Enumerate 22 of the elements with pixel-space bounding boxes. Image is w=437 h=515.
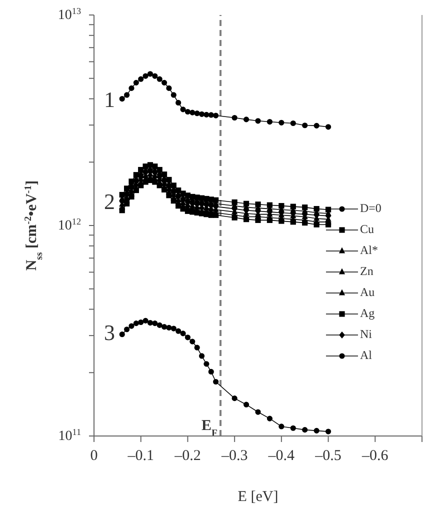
legend-label: Cu [360, 222, 374, 237]
annotation: 1 [104, 87, 115, 112]
x-tick-label: 0 [90, 448, 98, 464]
legend-label: Al [360, 348, 372, 363]
y-tick-label: 10$^{12}$ [58, 216, 82, 234]
legend-label: Ag [360, 306, 375, 321]
y-tick-label: 10$^{13}$ [58, 6, 82, 23]
x-tick-label: –0.6 [361, 448, 389, 464]
legend-label: Al* [360, 243, 378, 258]
x-tick-label: –0.3 [220, 448, 248, 464]
legend-label: Zn [360, 264, 374, 279]
legend-label: D=0 [360, 201, 382, 216]
x-tick-label: –0.2 [174, 448, 201, 464]
y-tick-label: 10$^{11}$ [58, 427, 81, 444]
annotation: 2 [104, 189, 115, 214]
x-tick-label: –0.4 [267, 448, 296, 464]
legend-label: Ni [360, 327, 372, 342]
x-tick-label: –0.1 [126, 448, 154, 464]
annotation: 3 [104, 320, 115, 345]
x-axis-title: E [eV] [238, 489, 278, 505]
legend-label: Au [360, 285, 375, 300]
x-tick-label: –0.5 [314, 448, 342, 464]
